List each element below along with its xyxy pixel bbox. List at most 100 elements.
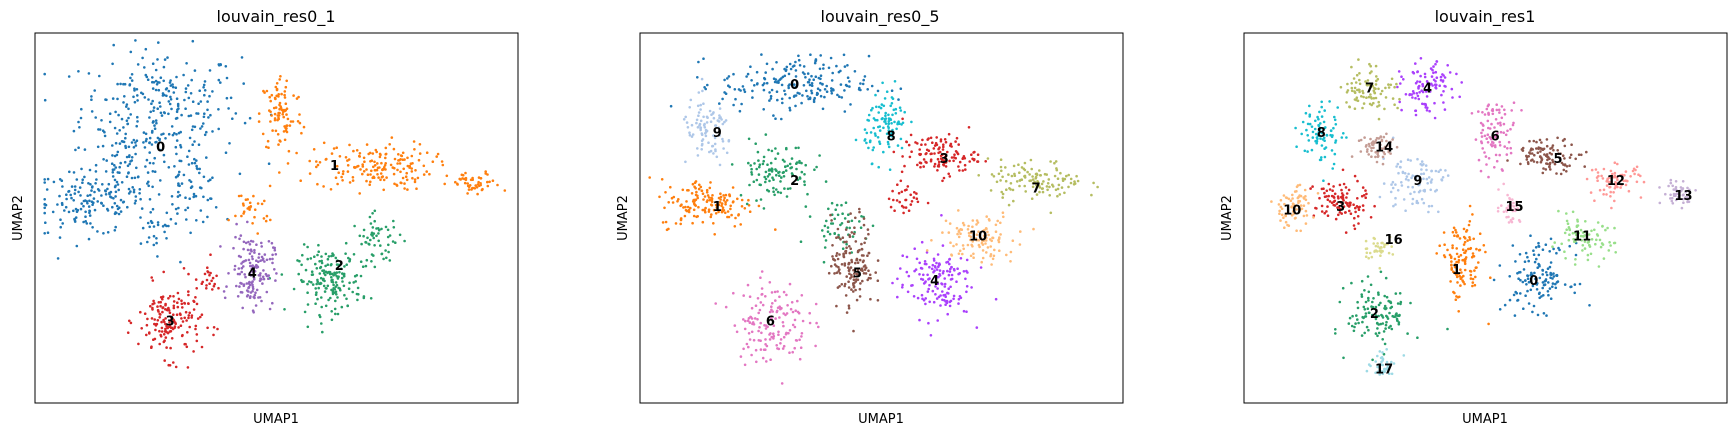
scatter-point xyxy=(132,190,136,194)
scatter-point xyxy=(346,304,350,308)
scatter-point xyxy=(1544,168,1548,171)
scatter-point xyxy=(200,345,204,349)
cluster-label-3: 3 xyxy=(940,152,949,167)
scatter-point xyxy=(891,281,894,285)
scatter-point xyxy=(773,193,776,197)
scatter-point xyxy=(110,162,114,165)
scatter-point xyxy=(1012,164,1016,168)
scatter-point xyxy=(298,121,302,125)
scatter-point xyxy=(707,141,710,144)
scatter-point xyxy=(174,175,178,179)
scatter-point xyxy=(910,120,913,124)
scatter-point xyxy=(141,56,144,60)
scatter-point xyxy=(759,301,763,304)
scatter-point xyxy=(322,271,326,275)
scatter-point xyxy=(1418,177,1421,180)
scatter-point xyxy=(1327,194,1330,198)
scatter-point xyxy=(871,106,874,110)
scatter-point xyxy=(1490,122,1493,126)
scatter-point xyxy=(1462,227,1466,231)
scatter-point xyxy=(180,182,184,185)
scatter-point xyxy=(854,288,857,292)
scatter-point xyxy=(1415,201,1419,204)
scatter-point xyxy=(162,65,166,69)
scatter-point xyxy=(80,167,83,171)
scatter-point xyxy=(976,221,980,224)
scatter-point xyxy=(929,158,933,161)
scatter-point xyxy=(682,118,686,121)
scatter-point xyxy=(152,120,155,123)
scatter-point xyxy=(810,89,813,93)
scatter-point xyxy=(1363,331,1366,335)
scatter-point xyxy=(1515,204,1518,207)
scatter-point xyxy=(908,155,912,159)
scatter-point xyxy=(177,326,180,329)
scatter-point xyxy=(1507,221,1511,224)
scatter-point xyxy=(977,230,980,233)
scatter-point xyxy=(1520,109,1523,112)
scatter-point xyxy=(1532,249,1535,252)
scatter-point xyxy=(157,88,161,92)
scatter-point xyxy=(697,91,701,94)
scatter-point xyxy=(1494,153,1498,157)
scatter-point xyxy=(1379,270,1383,274)
scatter-point xyxy=(1589,252,1593,256)
scatter-point xyxy=(758,308,762,312)
cluster-label-17: 17 xyxy=(1375,363,1393,378)
scatter-point xyxy=(1563,283,1567,286)
scatter-point xyxy=(849,266,853,269)
scatter-point xyxy=(1521,149,1525,152)
scatter-point xyxy=(1600,242,1604,245)
scatter-point xyxy=(63,209,66,212)
scatter-point xyxy=(1383,146,1387,150)
scatter-point xyxy=(712,222,715,225)
scatter-point xyxy=(323,279,326,283)
scatter-point xyxy=(704,134,708,138)
scatter-point xyxy=(114,195,117,198)
scatter-point xyxy=(903,110,906,114)
scatter-point xyxy=(969,231,973,235)
scatter-point xyxy=(946,291,949,295)
scatter-point xyxy=(1367,142,1371,146)
scatter-point xyxy=(818,67,822,71)
scatter-point xyxy=(753,162,756,165)
scatter-point xyxy=(957,143,960,146)
scatter-point xyxy=(709,215,713,219)
scatter-point xyxy=(1369,64,1372,68)
scatter-point xyxy=(769,97,773,100)
scatter-point xyxy=(344,241,348,245)
scatter-point xyxy=(284,129,288,132)
scatter-point xyxy=(874,93,877,97)
scatter-point xyxy=(859,226,863,229)
scatter-point xyxy=(1286,223,1289,227)
scatter-point xyxy=(1573,291,1576,295)
scatter-point xyxy=(1023,175,1026,178)
scatter-point xyxy=(192,195,196,198)
scatter-point xyxy=(827,66,831,70)
scatter-point xyxy=(1362,208,1365,212)
scatter-point xyxy=(880,117,884,121)
scatter-point xyxy=(138,188,142,191)
scatter-point xyxy=(790,301,794,304)
scatter-point xyxy=(818,154,821,157)
scatter-point xyxy=(132,138,136,142)
scatter-point xyxy=(1357,139,1361,142)
scatter-point xyxy=(262,217,266,220)
scatter-point xyxy=(747,137,751,141)
scatter-point xyxy=(843,284,846,288)
scatter-point xyxy=(90,98,93,101)
scatter-point xyxy=(1056,194,1059,198)
scatter-point xyxy=(358,234,362,238)
panel-title: louvain_res0_5 xyxy=(821,7,940,27)
scatter-point xyxy=(179,130,182,134)
scatter-point xyxy=(284,102,288,105)
scatter-point xyxy=(858,210,861,214)
scatter-point xyxy=(152,234,156,238)
scatter-point xyxy=(939,139,943,143)
scatter-point xyxy=(1416,157,1419,161)
scatter-point xyxy=(212,284,216,288)
scatter-point xyxy=(96,200,99,203)
scatter-point xyxy=(155,241,158,245)
scatter-point xyxy=(108,120,112,124)
scatter-point xyxy=(918,161,922,164)
